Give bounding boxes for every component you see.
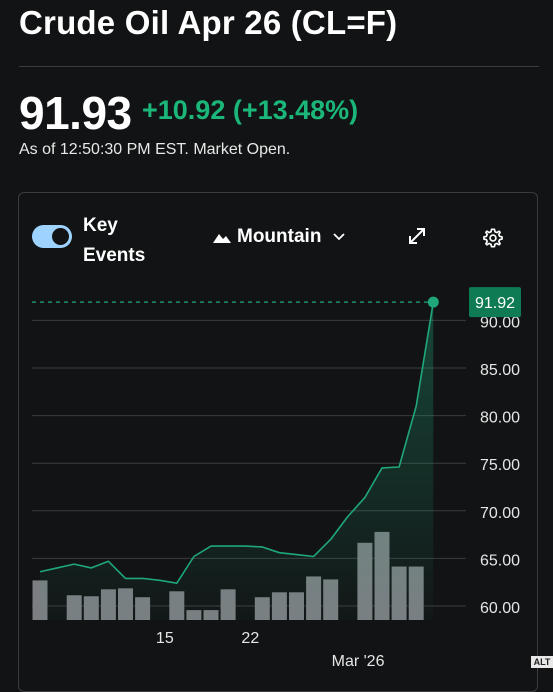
chevron-down-icon (333, 233, 346, 241)
y-tick-label: 80.00 (480, 410, 520, 427)
current-price-badge (469, 287, 521, 318)
price-area (40, 302, 434, 620)
y-tick-label: 90.00 (480, 314, 520, 331)
key-events-label[interactable]: Key Events (83, 215, 146, 266)
expand-icon[interactable] (407, 226, 427, 246)
current-price-label: 91.92 (475, 295, 515, 312)
key-events-toggle[interactable] (32, 225, 72, 248)
y-tick-label: 75.00 (480, 457, 520, 474)
chart-type-label: Mountain (237, 226, 322, 247)
gear-icon[interactable] (482, 227, 504, 249)
price-line (39, 301, 435, 584)
price-change: +10.92 (+13.48%) (142, 95, 359, 125)
x-tick-label: Mar '26 (332, 653, 385, 668)
y-tick-label: 70.00 (480, 505, 520, 522)
toggle-knob (52, 228, 69, 245)
alt-badge: ALT (531, 656, 553, 668)
mountain-icon (213, 234, 231, 243)
page-title: Crude Oil Apr 26 (CL=F) (19, 4, 398, 41)
x-tick-label: 22 (241, 630, 259, 647)
chart-type-dropdown[interactable]: Mountain (213, 226, 346, 248)
market-timestamp: As of 12:50:30 PM EST. Market Open. (19, 141, 291, 158)
x-tick-label: 15 (156, 630, 174, 647)
current-price: 91.93 (19, 87, 132, 139)
y-tick-label: 85.00 (480, 362, 520, 379)
current-price-dot (427, 296, 439, 308)
y-tick-label: 65.00 (480, 552, 520, 569)
y-tick-label: 60.00 (480, 600, 520, 617)
header-divider (19, 66, 539, 67)
price-chart[interactable]: 60.00 65.00 70.00 75.00 80.00 85.00 90.00 91.92… (0, 0, 553, 668)
